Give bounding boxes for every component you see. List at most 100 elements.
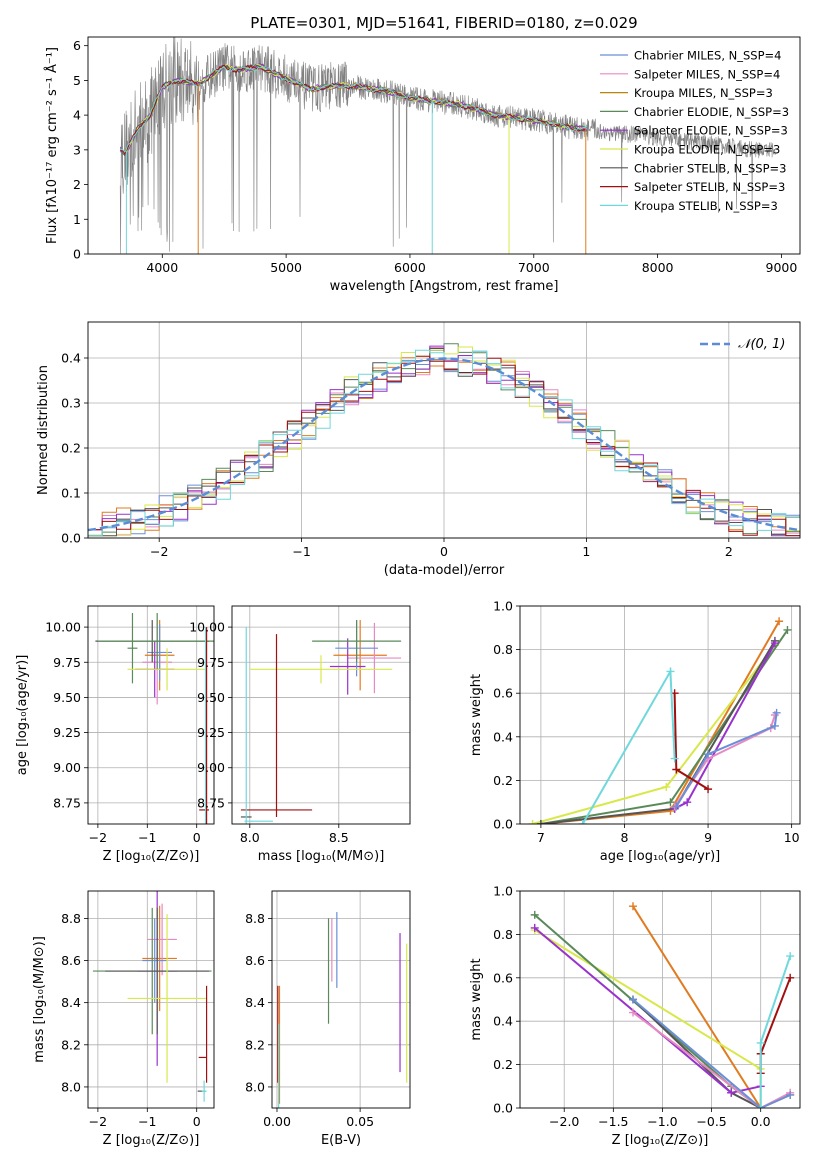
x-tick-label: 4000 [146,260,178,275]
legend-label: Salpeter MILES, N_SSP=4 [634,67,780,81]
y-tick-label: 0.8 [493,927,513,942]
data-point-marker [683,798,692,807]
y-tick-label: 8.4 [245,995,265,1010]
x-tick-label: 2 [725,544,733,559]
mass-weight-line [759,955,792,1108]
legend-label: Salpeter STELIB, N_SSP=3 [634,180,785,194]
x-tick-label: 8000 [642,260,674,275]
plot-area [119,37,776,254]
plot-area [240,620,402,824]
age-vs-metallicity-panel: −2 −1 0 8.75 9.00 9.25 9.50 9.75 10.00 Z [log₁₀(Z… [15,605,215,864]
x-tick-label: −1.0 [647,1114,677,1129]
legend-label: Chabrier ELODIE, N_SSP=3 [634,105,789,119]
x-tick-label: 6000 [394,260,426,275]
data-point-marker [530,923,539,932]
y-tick-label: 0 [73,247,81,262]
grid [272,891,410,1108]
grid [232,606,410,824]
y-tick-label: 8.6 [61,953,81,968]
normal-reference-curve [88,357,800,532]
y-tick-label: 0.4 [493,729,513,744]
y-tick-label: 8.2 [245,1037,265,1052]
y-tick-label: 8.2 [61,1037,81,1052]
axes-frame [87,36,801,255]
y-tick-label: 9.25 [53,725,81,740]
residual-histogram-step [88,349,800,537]
x-tick-label: 0 [193,1114,201,1129]
residual-histogram-panel: −2 −1 0 1 2 0.0 0.1 0.2 0.3 0.4 (data-model)/error… [36,321,801,578]
data-point-marker [727,1088,736,1097]
mass-weight-vs-metallicity-panel: −2.0 −1.5 −1.0 −0.5 0.0 0.0 0.2 0.4 0.6 0.8 1.0 Z [… [469,884,801,1148]
x-tick-label: 0.00 [263,1114,291,1129]
axes-frame [87,890,215,1109]
y-tick-label: 0.3 [61,396,81,411]
x-axis-label: Z [log₁₀(Z/Z⊙)] [103,1133,200,1148]
data-point-marker [770,639,779,648]
mass-weight-line [673,714,776,808]
y-axis-label: age [log₁₀(age/yr)] [15,655,30,776]
grid [520,605,800,825]
data-point-marker [528,820,537,824]
legend-label: Salpeter ELODIE, N_SSP=3 [634,124,788,138]
grid [520,890,800,1109]
mass-weight-line [540,640,776,824]
mass-weight-vs-age-panel: 7 8 9 10 0.0 0.2 0.4 0.6 0.8 1.0 age [log₁₀(age/yr… [469,599,801,864]
y-tick-label: 9.00 [197,760,225,775]
y-tick-label: 1.0 [493,884,513,899]
grid [88,891,214,1108]
y-tick-label: 9.50 [53,690,81,705]
axes-frame [271,890,411,1109]
y-tick-label: 9.25 [197,725,225,740]
data-point-marker [530,910,539,919]
x-axis-label: (data-model)/error [384,563,505,578]
x-axis-label: age [log₁₀(age/yr)] [600,849,721,864]
mass-weight-line [540,629,789,824]
mass-weight-line [632,1011,791,1108]
x-tick-label: 7000 [518,260,550,275]
y-tick-label: 5 [73,73,81,88]
y-tick-label: 8.75 [197,795,225,810]
y-tick-label: 2 [73,177,81,192]
y-tick-label: 8.8 [61,911,81,926]
data-point-marker [786,952,795,961]
data-point-marker [628,995,637,1004]
y-tick-label: 0.0 [61,531,81,546]
y-tick-label: 0.6 [493,970,513,985]
data-point-marker [578,820,587,824]
y-axis-label: Normed distribution [36,365,51,495]
mass-vs-extinction-panel: 0.00 0.05 8.0 8.2 8.4 8.6 8.8 E(B-V) [245,890,411,1148]
axes-frame [87,605,215,825]
plot-area [95,613,214,824]
data-point-marker [783,625,792,634]
data-point-marker [704,750,713,759]
x-tick-label: 8 [621,830,629,845]
y-tick-label: 9.50 [197,690,225,705]
x-tick-label: −0.5 [696,1114,726,1129]
x-tick-label: −2 [150,544,168,559]
x-tick-label: 0.0 [751,1114,771,1129]
legend-label: Kroupa STELIB, N_SSP=3 [634,199,778,213]
observed-spectrum-line [119,37,776,254]
x-tick-label: −1 [138,1114,156,1129]
y-tick-label: 0.0 [493,817,513,832]
y-tick-label: 0.4 [61,351,81,366]
data-point-marker [704,785,713,794]
axes-frame [87,321,801,539]
x-tick-label: −1 [138,830,156,845]
y-tick-label: 0.1 [61,486,81,501]
age-vs-mass-panel: 8.0 8.5 8.75 9.00 9.25 9.50 9.75 10.00 mass [log… [189,605,411,864]
x-tick-label: 9 [704,830,712,845]
y-tick-label: 8.0 [245,1079,265,1094]
plot-area [92,891,212,1102]
spectrum-panel: 4000 5000 6000 7000 8000 9000 0 1 2 3 4 5 6 wavelengt… [44,14,801,294]
mass-weight-line [675,712,778,808]
y-tick-label: 9.75 [197,655,225,670]
y-axis-label: mass weight [469,674,484,756]
y-tick-label: 9.00 [53,760,81,775]
y-tick-label: 9.75 [53,655,81,670]
data-point-marker [756,1104,765,1108]
mass-vs-metallicity-panel: −2 −1 0 8.0 8.2 8.4 8.6 8.8 Z [log₁₀(Z/Z⊙)] mass … [32,890,215,1148]
y-tick-label: 0.0 [493,1101,513,1116]
data-point-marker [666,667,675,676]
